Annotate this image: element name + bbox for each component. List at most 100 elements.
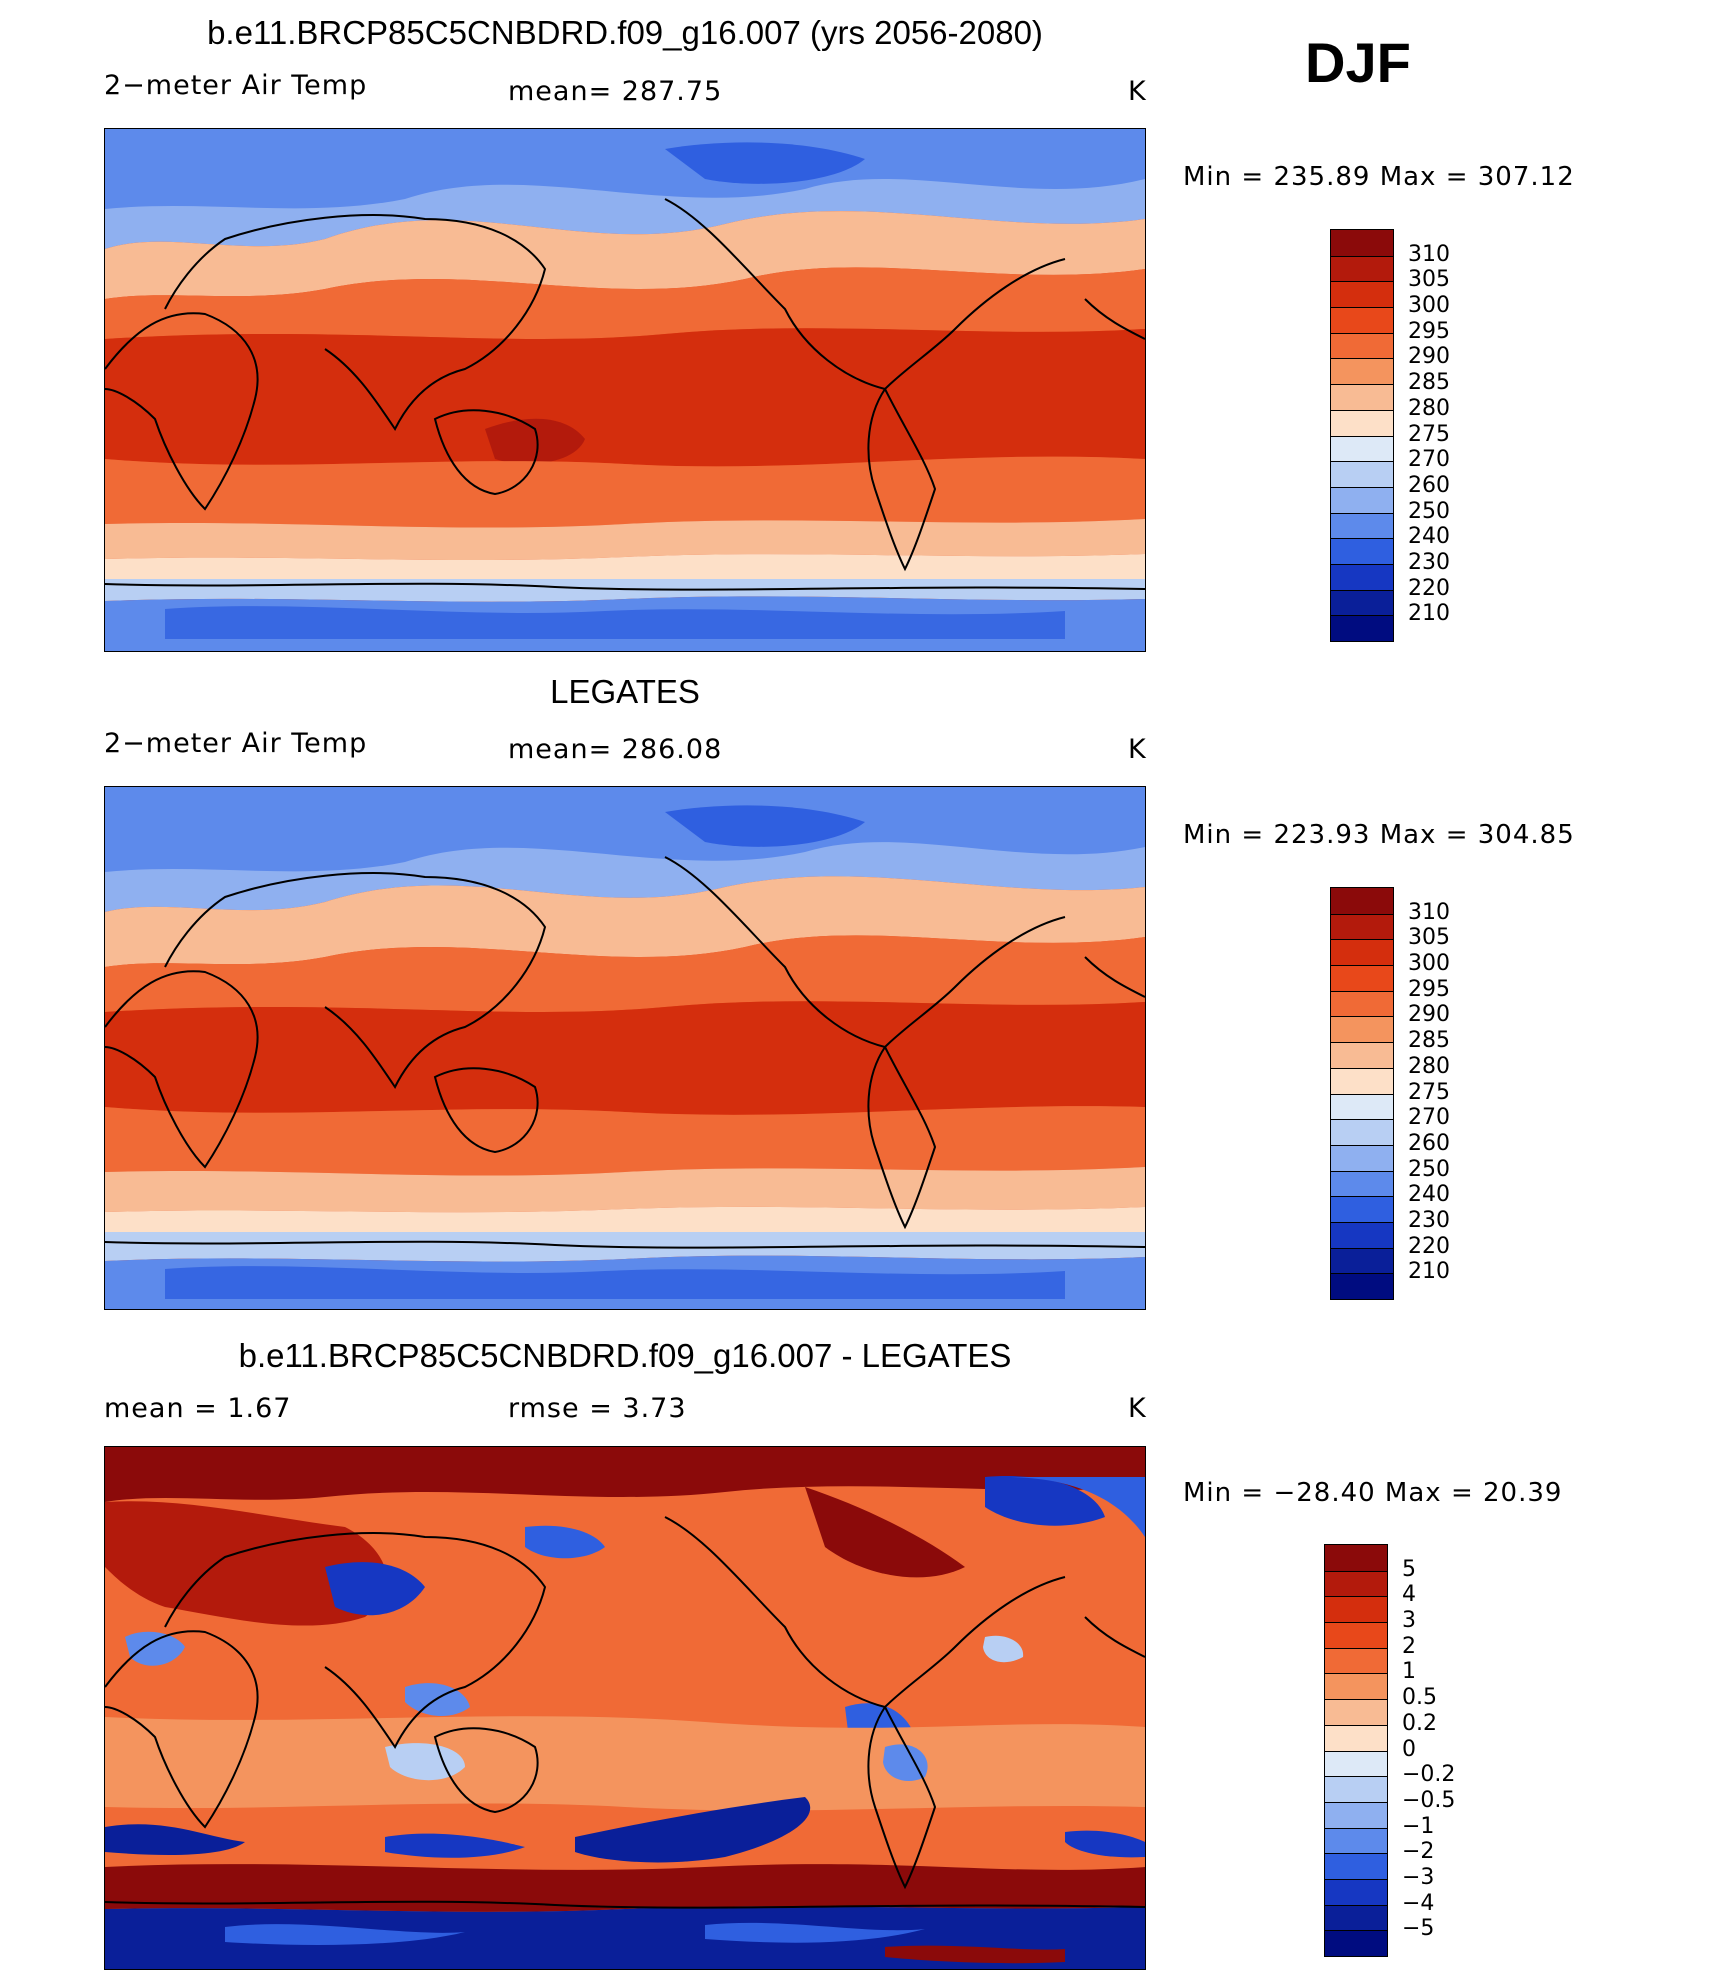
colorbar-swatch (1331, 990, 1393, 1017)
colorbar-swatch (1331, 1067, 1393, 1094)
colorbar-tick-label: −5 (1402, 1916, 1435, 1942)
colorbar-swatch (1331, 230, 1393, 256)
colorbar-tick-label: 230 (1408, 1207, 1450, 1233)
colorbar-swatch (1331, 1016, 1393, 1043)
colorbar-tick-label: 250 (1408, 1156, 1450, 1182)
colorbar-swatch (1331, 1119, 1393, 1145)
colorbar-tick-label: 305 (1408, 267, 1450, 293)
colorbar-tick-label: 210 (1408, 601, 1450, 627)
colorbar-tick-label: −3 (1402, 1864, 1435, 1890)
colorbar-tick-label: −4 (1402, 1890, 1435, 1916)
colorbar-swatch (1325, 1853, 1387, 1879)
colorbar-tick-label: 290 (1408, 344, 1450, 370)
colorbar-tick-label: 305 (1408, 925, 1450, 951)
variable-label: 2−meter Air Temp (104, 70, 368, 101)
mean-label: mean= 287.75 (508, 76, 723, 107)
colorbar-tick-label: 295 (1408, 318, 1450, 344)
colorbar-swatch (1331, 486, 1393, 513)
colorbar-tick-label: −1 (1402, 1813, 1435, 1839)
colorbar-swatch (1331, 965, 1393, 991)
colorbar-swatch (1325, 1570, 1387, 1597)
colorbar-tick-label: 300 (1408, 951, 1450, 977)
colorbar-tick-label: 300 (1408, 293, 1450, 319)
panel-title: b.e11.BRCP85C5CNBDRD.f09_g16.007 - LEGAT… (238, 1337, 1012, 1374)
colorbar-tick-label: 2 (1402, 1633, 1416, 1659)
colorbar-swatch (1331, 888, 1393, 914)
units-label: K (1128, 76, 1147, 107)
colorbar-tick-label: 280 (1408, 395, 1450, 421)
colorbar-swatch (1331, 435, 1393, 462)
colorbar-tick-label: 285 (1408, 370, 1450, 396)
colorbar-tick-label: 240 (1408, 1182, 1450, 1208)
minmax-label: Min = 235.89 Max = 307.12 (1183, 162, 1575, 192)
colorbar-swatch (1325, 1827, 1387, 1854)
colorbar-tick-label: 240 (1408, 524, 1450, 550)
colorbar-swatch (1331, 409, 1393, 436)
mean-label: mean= 286.08 (508, 734, 723, 765)
colorbar-swatch (1331, 1144, 1393, 1171)
colorbar-tick-label: 0.5 (1402, 1685, 1437, 1711)
colorbar-tick-label: 5 (1402, 1556, 1416, 1582)
colorbar-tick-label: 4 (1402, 1582, 1416, 1608)
colorbar (1324, 1544, 1388, 1957)
colorbar-tick-label: 260 (1408, 472, 1450, 498)
variable-label: 2−meter Air Temp (104, 728, 368, 759)
colorbar-swatch (1331, 1196, 1393, 1222)
colorbar-swatch (1331, 913, 1393, 940)
colorbar-swatch (1331, 512, 1393, 539)
colorbar-tick-label: 250 (1408, 498, 1450, 524)
rmse-label: rmse = 3.73 (508, 1393, 687, 1424)
colorbar-swatch (1331, 358, 1393, 385)
panel-title: b.e11.BRCP85C5CNBDRD.f09_g16.007 (yrs 20… (207, 14, 1043, 51)
colorbar-tick-label: 280 (1408, 1053, 1450, 1079)
colorbar-tick-label: 260 (1408, 1130, 1450, 1156)
colorbar-tick-label: 310 (1408, 241, 1450, 267)
colorbar-tick-label: 310 (1408, 899, 1450, 925)
colorbar-tick-label: 220 (1408, 1233, 1450, 1259)
colorbar-swatch (1325, 1801, 1387, 1828)
colorbar-swatch (1331, 461, 1393, 487)
colorbar-swatch (1325, 1776, 1387, 1802)
colorbar-swatch (1325, 1904, 1387, 1931)
colorbar-swatch (1331, 563, 1393, 590)
colorbar-tick-label: 210 (1408, 1259, 1450, 1285)
colorbar-swatch (1331, 281, 1393, 308)
colorbar-swatch (1331, 1247, 1393, 1274)
colorbar-tick-label: −0.2 (1402, 1762, 1456, 1788)
colorbar-swatch (1325, 1545, 1387, 1571)
colorbar-swatch (1325, 1647, 1387, 1674)
colorbar-swatch (1325, 1699, 1387, 1725)
colorbar-swatch (1325, 1878, 1387, 1905)
colorbar-tick-label: 275 (1408, 421, 1450, 447)
colorbar-swatch (1331, 1273, 1393, 1299)
season-label: DJF (1305, 31, 1411, 94)
colorbar-swatch (1331, 939, 1393, 966)
colorbar-swatch (1331, 615, 1393, 641)
panel-title: LEGATES (550, 673, 700, 710)
colorbar-tick-label: 230 (1408, 549, 1450, 575)
colorbar-tick-label: 270 (1408, 1105, 1450, 1131)
colorbar-swatch (1325, 1750, 1387, 1777)
colorbar-tick-label: 1 (1402, 1659, 1416, 1685)
minmax-label: Min = 223.93 Max = 304.85 (1183, 820, 1575, 850)
colorbar-tick-label: 220 (1408, 575, 1450, 601)
colorbar-swatch (1331, 332, 1393, 359)
colorbar-tick-label: −0.5 (1402, 1787, 1456, 1813)
units-label: K (1128, 734, 1147, 765)
colorbar-swatch (1331, 384, 1393, 410)
colorbar-tick-label: −2 (1402, 1839, 1435, 1865)
colorbar-tick-label: 295 (1408, 976, 1450, 1002)
colorbar-swatch (1325, 1673, 1387, 1700)
mean-label: mean = 1.67 (104, 1393, 292, 1424)
colorbar-swatch (1331, 1221, 1393, 1248)
colorbar-swatch (1331, 1042, 1393, 1068)
difference-map (104, 1446, 1146, 1970)
colorbar (1330, 887, 1394, 1300)
colorbar-swatch (1325, 1622, 1387, 1648)
colorbar-swatch (1331, 1093, 1393, 1120)
colorbar-swatch (1331, 255, 1393, 282)
colorbar-tick-label: 270 (1408, 447, 1450, 473)
minmax-label: Min = −28.40 Max = 20.39 (1183, 1478, 1563, 1508)
colorbar-swatch (1331, 1170, 1393, 1197)
colorbar-tick-label: 285 (1408, 1028, 1450, 1054)
